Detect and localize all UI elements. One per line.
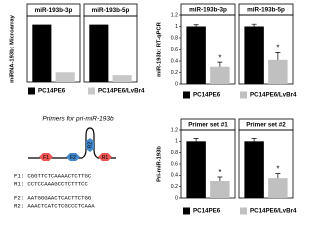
error-bar: [193, 24, 199, 27]
y-tick-label: 0: [175, 81, 178, 87]
y-tick-label: 0.6: [171, 47, 178, 53]
hairpin: F1 F2 R2 R1: [28, 127, 116, 161]
legend-label: PC14PE6/LvBr4: [250, 92, 297, 99]
legend-label: PC14PE6/LvBr4: [98, 88, 145, 95]
figure: Primers for pri-miR-193b F1 F2 R2 R1 F1:…: [10, 3, 297, 215]
plot-frame: [180, 14, 236, 85]
error-bar: [275, 173, 281, 179]
sequence: F1: CGGTTCTCAAAACTCTTGC: [14, 172, 92, 179]
bar: [244, 26, 264, 84]
rna-strand: [28, 127, 116, 159]
plot-frame: [26, 15, 81, 83]
primer-label: R1: [102, 155, 109, 161]
bar: [112, 75, 132, 82]
bar: [244, 141, 264, 198]
error-bar: [251, 138, 257, 142]
panel-title: miR-193b-3p: [189, 7, 227, 14]
plot-frame: [238, 14, 294, 85]
primer-label: F1: [43, 155, 49, 161]
significance-marker: *: [276, 165, 279, 174]
y-axis-label: Pri-miR-193b: [157, 146, 163, 182]
legend-swatch: [88, 87, 95, 95]
bar: [186, 141, 206, 198]
sequence: R1: CCTCCAAAGCCTCTTTCC: [14, 180, 88, 187]
y-axis-label: miRNA-193b: Microarray: [10, 14, 16, 82]
error-bar: [217, 61, 223, 67]
plot-frame: [180, 129, 236, 199]
y-tick-label: 0: [175, 195, 178, 201]
bar: [210, 66, 230, 84]
significance-marker: *: [218, 53, 221, 62]
legend-swatch: [240, 207, 247, 215]
panel-title: Primer set #1: [188, 122, 228, 129]
y-tick-label: 1: [175, 139, 178, 145]
legend-swatch: [28, 87, 35, 95]
page: {"chart_data": [ {"type": "bar", "ylabel…: [9, 3, 297, 215]
legend-label: PC14PE6: [38, 88, 66, 95]
bar: [268, 178, 288, 198]
bar: [268, 59, 288, 84]
y-tick-label: 0.4: [171, 58, 178, 64]
bar: [55, 72, 75, 82]
panel-title: miR-193b-3p: [35, 7, 73, 14]
y-tick-label: 0.8: [171, 35, 178, 41]
y-tick-label: 0.6: [171, 161, 178, 167]
primer-arrow: [86, 138, 94, 152]
legend-label: PC14PE6/LvBr4: [250, 208, 297, 215]
y-tick-label: 0.8: [171, 150, 178, 156]
bar: [32, 24, 52, 82]
panel-title: miR-193b-5p: [247, 7, 285, 14]
primer-label: F2: [70, 155, 76, 161]
plot-frame: [238, 129, 294, 199]
legend-swatch: [183, 207, 190, 215]
y-tick-label: 1.2: [171, 127, 178, 133]
legend-swatch: [240, 91, 247, 99]
y-tick-label: 1: [175, 24, 178, 30]
y-tick-label: 1.2: [171, 12, 178, 18]
panel-title: miR-193b-5p: [92, 7, 130, 14]
error-bar: [251, 23, 257, 27]
error-bar: [193, 138, 199, 142]
panel-title: Primer set #2: [246, 122, 286, 129]
legend-label: PC14PE6: [193, 92, 221, 99]
plot-frame: [83, 15, 138, 83]
error-bar: [275, 52, 281, 60]
bar: [89, 24, 109, 82]
primer-arrow: [98, 153, 112, 161]
y-tick-label: 0.4: [171, 173, 178, 179]
diagram-title: Primers for pri-miR-193b: [42, 116, 114, 123]
y-tick-label: 0.2: [171, 70, 178, 76]
legend-label: PC14PE6: [193, 208, 221, 215]
primer-arrow: [66, 153, 80, 161]
significance-marker: *: [218, 168, 221, 177]
significance-marker: *: [276, 43, 279, 52]
sequence: R2: AAACTCATCTCGCCCTCAAA: [14, 202, 95, 209]
primer-arrow: [39, 153, 53, 161]
bar: [210, 181, 230, 198]
y-tick-label: 0.2: [171, 184, 178, 190]
error-bar: [217, 176, 223, 181]
primer-label: R2: [87, 142, 93, 149]
sequence: F2: AATGGGAACTCACTTCTGG: [14, 194, 92, 201]
legend-swatch: [183, 91, 190, 99]
bar: [186, 26, 206, 84]
y-axis-label: miR-193b: RT-qPCR: [157, 21, 163, 77]
